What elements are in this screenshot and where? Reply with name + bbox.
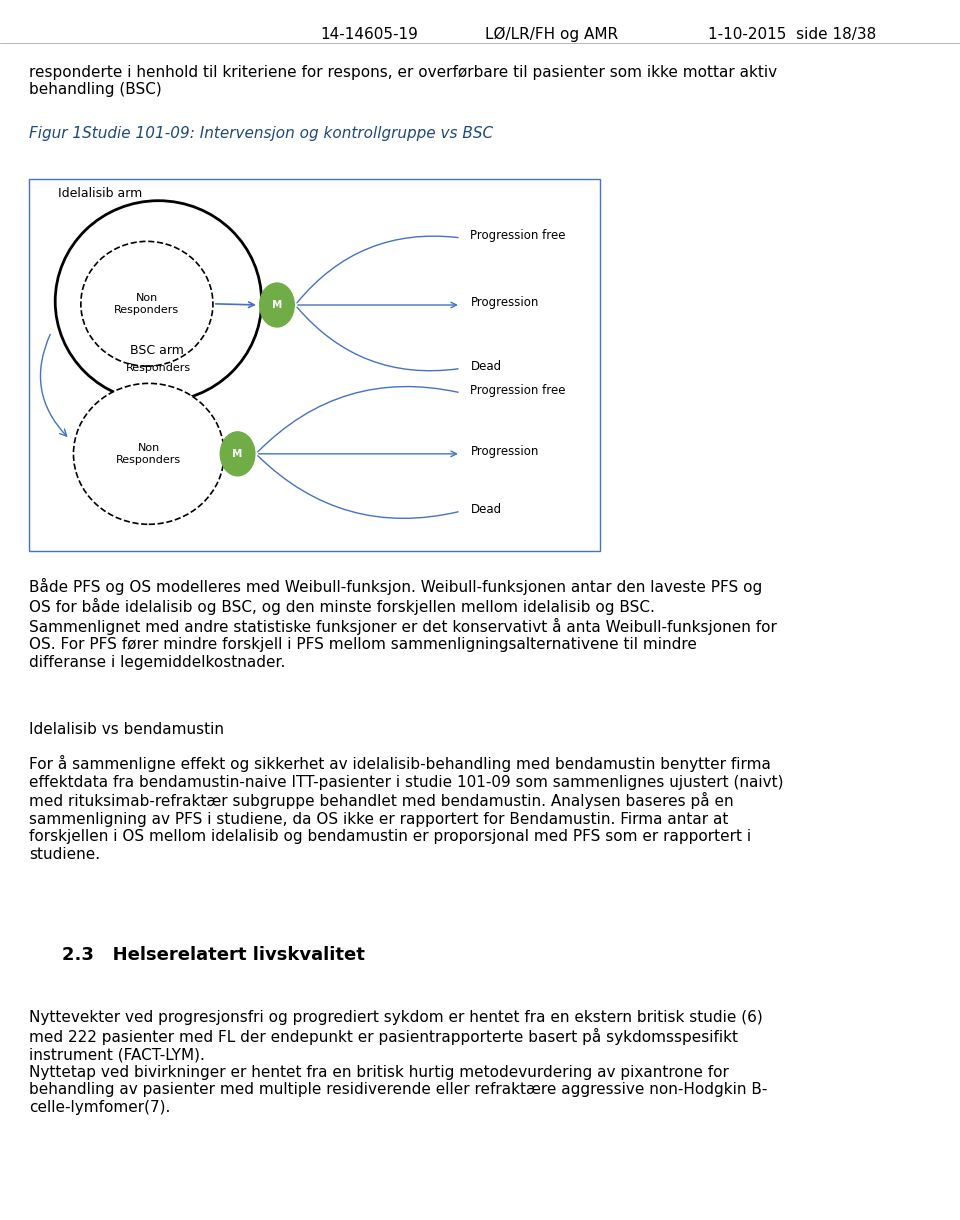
- Text: 2.3   Helserelatert livskvalitet: 2.3 Helserelatert livskvalitet: [62, 946, 365, 964]
- Text: Progression: Progression: [470, 445, 539, 458]
- Text: 1-10-2015  side 18/38: 1-10-2015 side 18/38: [708, 27, 876, 41]
- Text: Non
Responders: Non Responders: [116, 443, 181, 465]
- Text: Dead: Dead: [470, 360, 501, 372]
- Text: Både PFS og OS modelleres med Weibull-funksjon. Weibull-funksjonen antar den lav: Både PFS og OS modelleres med Weibull-fu…: [29, 578, 777, 670]
- Circle shape: [220, 432, 254, 476]
- Text: Progression free: Progression free: [470, 229, 565, 242]
- Text: Progression: Progression: [470, 296, 539, 309]
- Text: Idelalisib arm: Idelalisib arm: [58, 187, 142, 200]
- Text: Nyttevekter ved progresjonsfri og progrediert sykdom er hentet fra en ekstern br: Nyttevekter ved progresjonsfri og progre…: [29, 1010, 767, 1115]
- Text: Dead: Dead: [470, 504, 501, 516]
- Text: Non
Responders: Non Responders: [114, 293, 180, 315]
- Text: BSC arm: BSC arm: [130, 344, 183, 356]
- Ellipse shape: [74, 383, 224, 525]
- FancyBboxPatch shape: [29, 179, 600, 551]
- Text: Responders: Responders: [126, 364, 191, 373]
- Circle shape: [260, 283, 294, 327]
- FancyArrowPatch shape: [40, 334, 66, 436]
- Text: For å sammenligne effekt og sikkerhet av idelalisib-behandling med bendamustin b: For å sammenligne effekt og sikkerhet av…: [29, 755, 783, 861]
- Text: LØ/LR/FH og AMR: LØ/LR/FH og AMR: [486, 27, 618, 43]
- Ellipse shape: [56, 201, 261, 403]
- Text: M: M: [272, 300, 282, 310]
- Text: Progression free: Progression free: [470, 384, 565, 396]
- Text: responderte i henhold til kriteriene for respons, er overførbare til pasienter s: responderte i henhold til kriteriene for…: [29, 65, 777, 98]
- Text: 14-14605-19: 14-14605-19: [321, 27, 419, 41]
- Text: Idelalisib vs bendamustin: Idelalisib vs bendamustin: [29, 722, 224, 737]
- Ellipse shape: [81, 242, 213, 366]
- Text: Figur 1Studie 101-09: Intervensjon og kontrollgruppe vs BSC: Figur 1Studie 101-09: Intervensjon og ko…: [29, 126, 492, 140]
- Text: M: M: [232, 449, 243, 459]
